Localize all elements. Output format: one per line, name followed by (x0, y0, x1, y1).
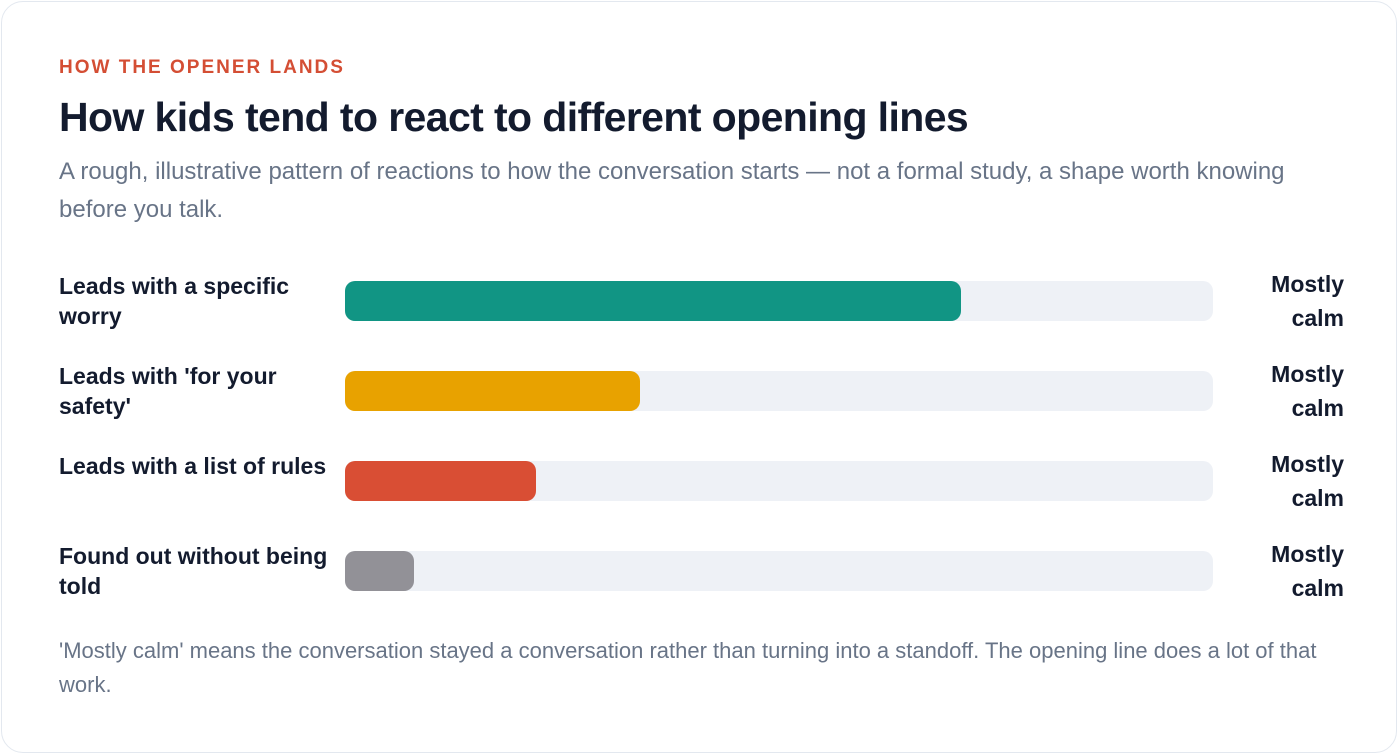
bar-outcome-label: Mostly calm (1271, 451, 1344, 511)
chart-eyebrow: HOW THE OPENER LANDS (59, 57, 345, 78)
bar-track (345, 461, 1213, 501)
bar-track (345, 281, 1213, 321)
bar-row: Leads with a specific worry Mostly calm (59, 271, 1344, 351)
bar-outcome-label: Mostly calm (1271, 361, 1344, 421)
bar-category-label: Leads with a specific worry (59, 273, 290, 329)
chart-subtitle: A rough, illustrative pattern of reactio… (59, 158, 1285, 223)
bar-row: Leads with 'for your safety' Mostly calm (59, 361, 1344, 441)
bar-outcome-label: Mostly calm (1271, 271, 1344, 331)
bar-track (345, 371, 1213, 411)
chart-footnote: 'Mostly calm' means the conversation sta… (59, 638, 1317, 697)
bar (345, 281, 962, 321)
bar-category-label: Found out without being told (59, 543, 328, 599)
bar (345, 461, 536, 501)
bar-category-label: Leads with a list of rules (59, 453, 327, 479)
chart-title: How kids tend to react to different open… (59, 94, 969, 140)
bar-outcome-label: Mostly calm (1271, 541, 1344, 601)
bar-track (345, 551, 1213, 591)
bar-row: Found out without being told Mostly calm (59, 541, 1344, 621)
bar-category-label: Leads with 'for your safety' (59, 363, 277, 419)
bar (345, 371, 641, 411)
bar-row: Leads with a list of rules Mostly calm (59, 451, 1344, 531)
bar (345, 551, 415, 591)
